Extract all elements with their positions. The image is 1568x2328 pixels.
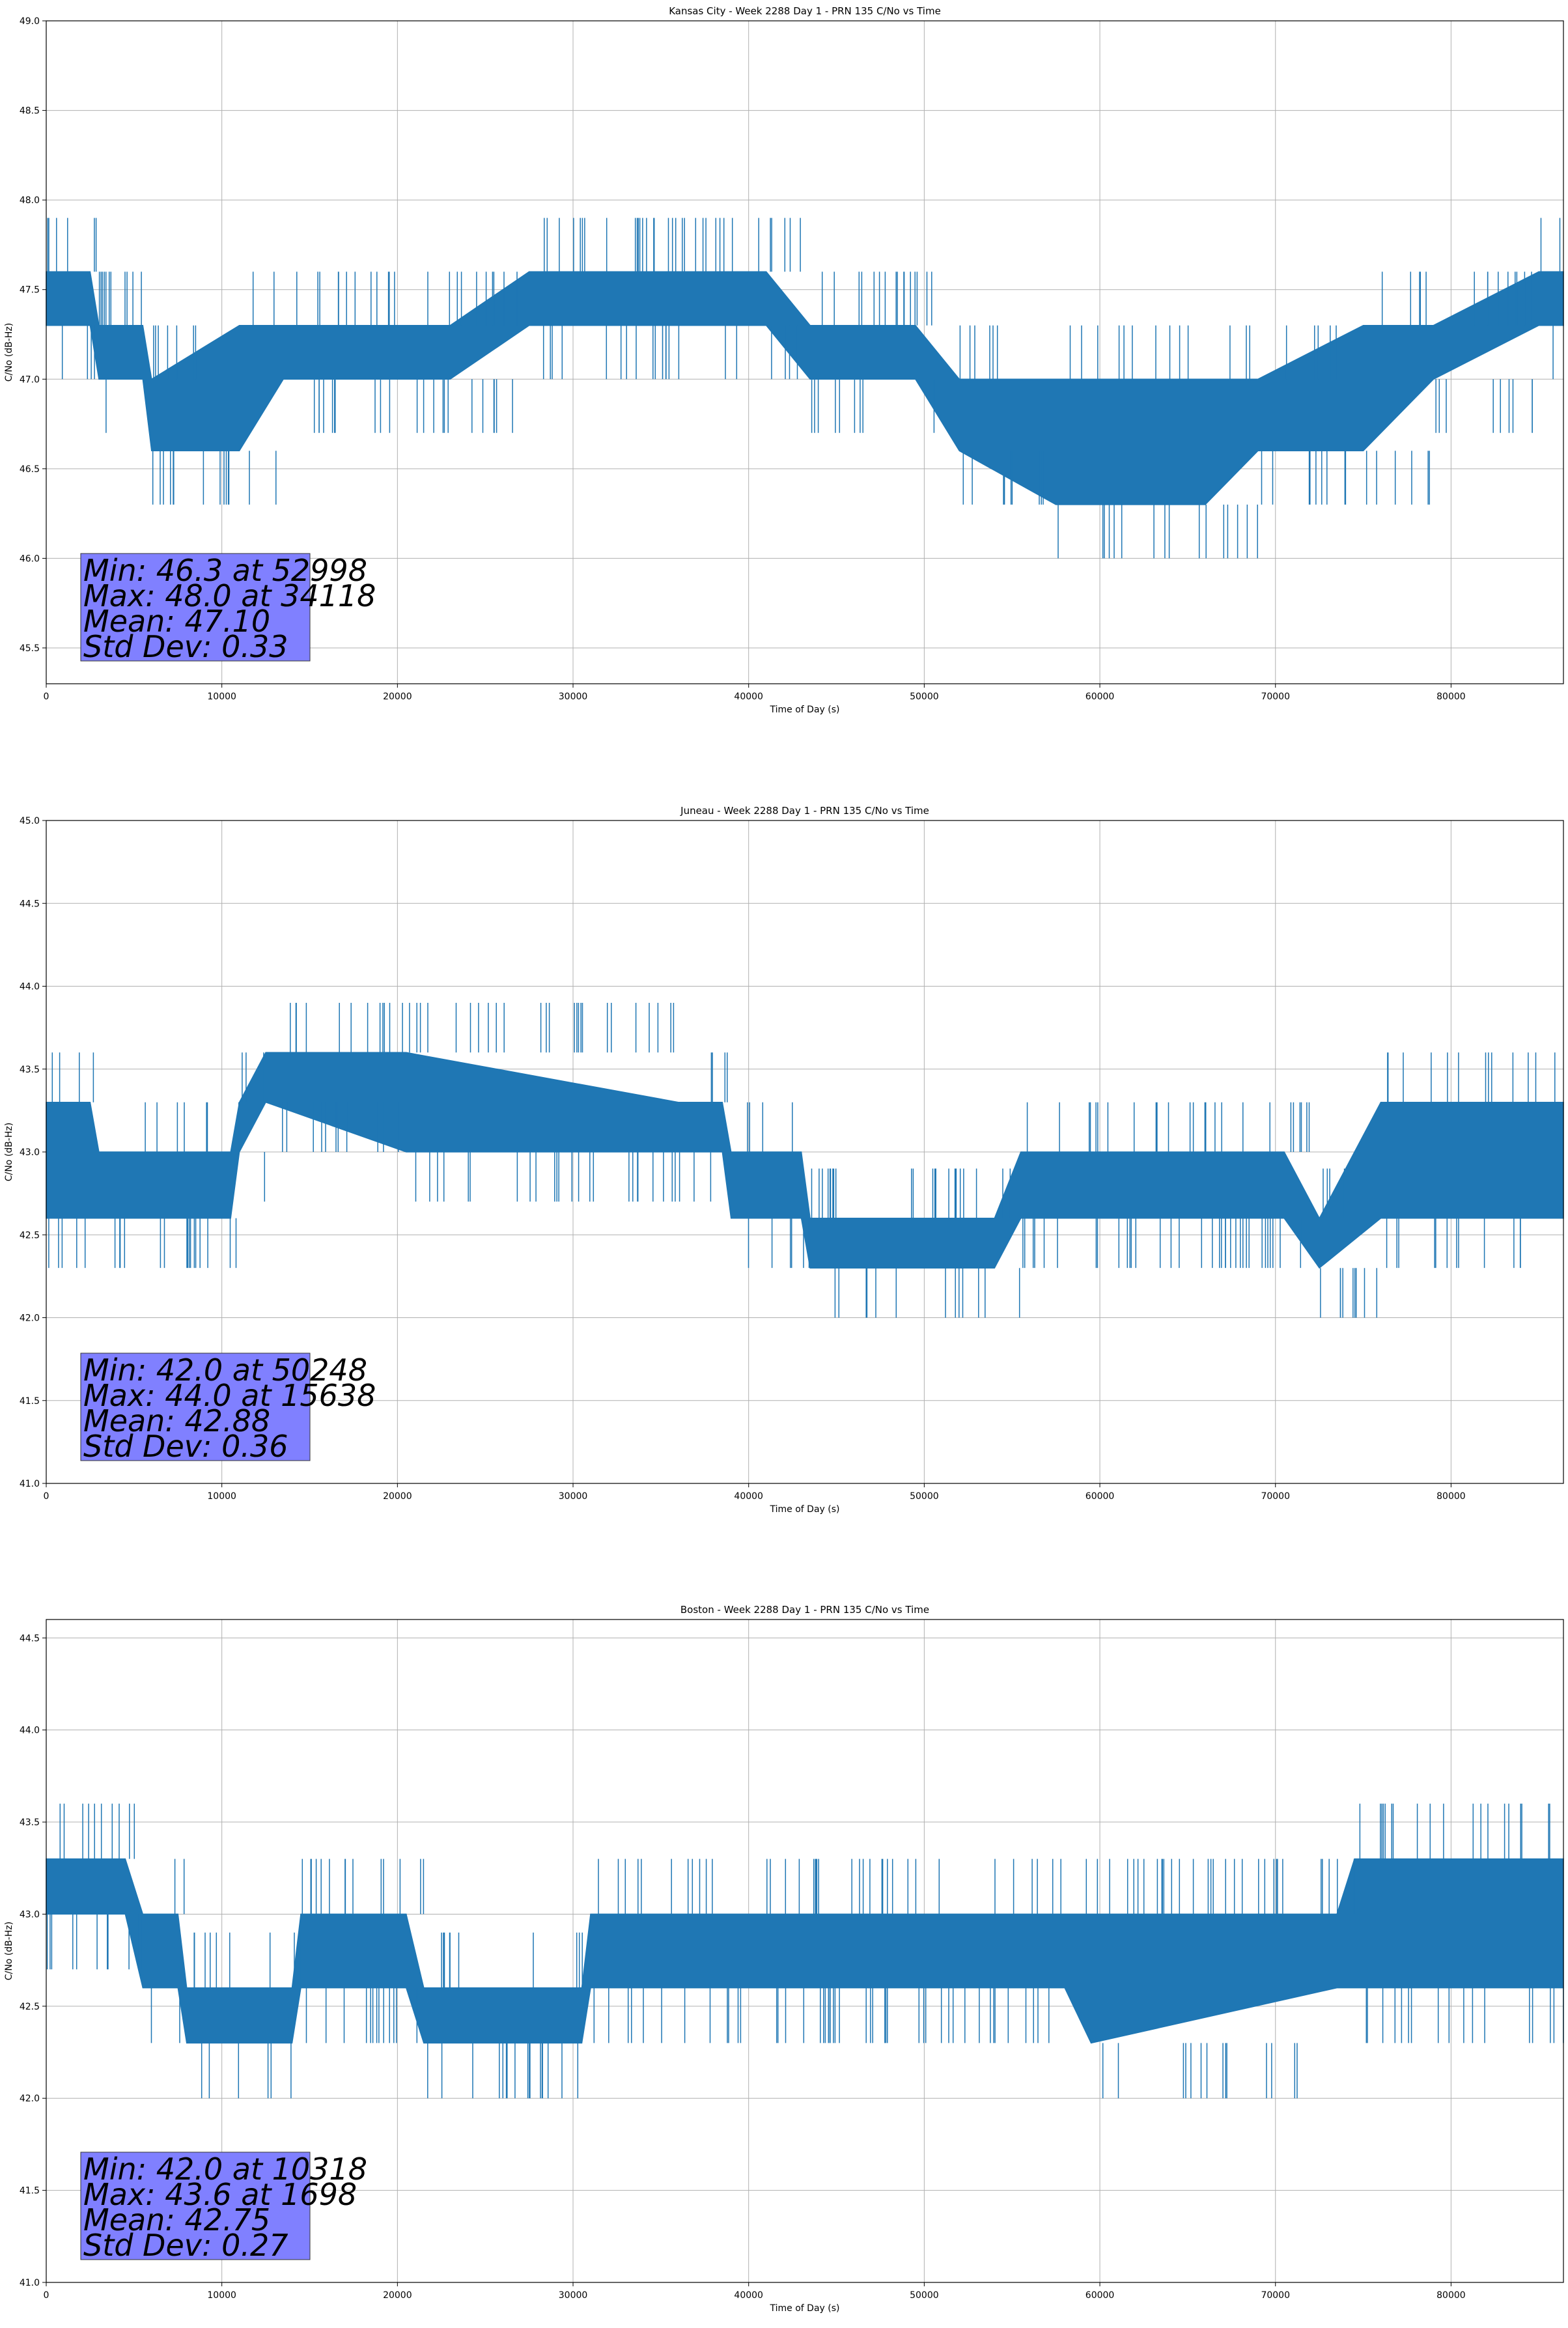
x-tick-label: 70000 [1261,692,1290,702]
y-tick-label: 44.0 [20,982,40,992]
y-tick-label: 42.5 [20,1230,40,1241]
y-tick-label: 41.5 [20,1396,40,1407]
stats-line: Max: 48.0 at 34118 [83,578,376,613]
y-tick-label: 43.0 [20,1147,40,1158]
x-tick-label: 30000 [559,692,588,702]
y-tick-label: 47.5 [20,285,40,296]
y-tick-label: 46.5 [20,464,40,475]
kansas-city-chart: 0 10000 20000 30000 40000 50000 60000 70000 8000… [4,5,1564,715]
y-tick-label: 43.5 [20,1065,40,1075]
y-tick-label: 41.5 [20,2186,40,2196]
x-tick-label: 0 [44,2290,49,2301]
series-spikes [48,1003,1556,1318]
x-tick-label: 10000 [207,692,236,702]
x-tick-label: 50000 [910,1491,939,1502]
plot-frame [46,1619,1564,2283]
x-tick-label: 60000 [1085,692,1115,702]
x-tick-label: 50000 [910,2290,939,2301]
x-tick-label: 70000 [1261,1491,1290,1502]
y-tick-label: 43.5 [20,1817,40,1828]
x-tick-label: 20000 [383,1491,412,1502]
stats-line: Std Dev: 0.27 [83,2228,288,2263]
x-tick-label: 30000 [559,2290,588,2301]
y-tick-label: 42.0 [20,1313,40,1324]
x-tick-label: 60000 [1085,1491,1115,1502]
x-tick-label: 50000 [910,692,939,702]
x-tick-label: 0 [44,692,49,702]
x-tick-label: 80000 [1436,692,1466,702]
x-tick-label: 10000 [207,2290,236,2301]
stats-line: Max: 44.0 at 15638 [83,1378,376,1413]
stats-line: Min: 46.3 at 52998 [83,553,367,588]
x-tick-label: 60000 [1085,2290,1115,2301]
y-tick-label: 45.0 [20,816,40,826]
chart-title: Boston - Week 2288 Day 1 - PRN 135 C/No … [680,1604,929,1616]
y-tick-label: 47.0 [20,374,40,385]
stats-line: Min: 42.0 at 50248 [83,1353,367,1388]
stats-line: Mean: 42.88 [83,1403,270,1438]
y-tick-label: 42.0 [20,2094,40,2104]
plot-frame [46,20,1564,684]
x-tick-label: 10000 [207,1491,236,1502]
stats-box [80,2152,311,2260]
y-tick-label: 46.0 [20,554,40,564]
stats-line: Min: 42.0 at 10318 [83,2152,367,2187]
y-tick-label: 49.0 [20,16,40,27]
y-tick-label: 44.5 [20,1633,40,1644]
y-tick-label: 44.5 [20,899,40,909]
stats-line: Std Dev: 0.36 [83,1429,288,1464]
y-tick-label: 43.0 [20,1909,40,1920]
x-tick-label: 40000 [734,1491,763,1502]
stats-box [80,553,311,662]
y-tick-label: 48.5 [20,106,40,117]
y-axis-label: C/No (dB-Hz) [4,323,14,382]
x-tick-label: 20000 [383,2290,412,2301]
x-axis-label: Time of Day (s) [770,2303,840,2314]
chart-title: Kansas City - Week 2288 Day 1 - PRN 135 … [669,5,941,17]
y-tick-label: 45.5 [20,643,40,654]
x-tick-label: 80000 [1436,2290,1466,2301]
stats-line: Max: 43.6 at 1698 [83,2177,357,2212]
y-tick-label: 48.0 [20,195,40,206]
x-tick-label: 70000 [1261,2290,1290,2301]
stats-box [80,1353,311,1461]
y-tick-label: 41.0 [20,2278,40,2288]
boston-chart: 0 10000 20000 30000 40000 50000 60000 70000 8000… [4,1604,1564,2314]
y-tick-label: 42.5 [20,2002,40,2012]
series-band [46,1858,1564,2044]
chart-title: Juneau - Week 2288 Day 1 - PRN 135 C/No … [680,805,929,817]
x-axis-label: Time of Day (s) [770,1504,840,1515]
y-tick-label: 44.0 [20,1726,40,1736]
x-tick-label: 40000 [734,692,763,702]
series-spikes [47,217,1561,559]
juneau-chart: 0 10000 20000 30000 40000 50000 60000 70000 8000… [4,805,1564,1515]
x-tick-label: 80000 [1436,1491,1466,1502]
series-band [46,1052,1564,1269]
x-tick-label: 20000 [383,692,412,702]
stats-line: Mean: 47.10 [83,604,270,639]
x-axis-label: Time of Day (s) [770,705,840,715]
x-tick-label: 40000 [734,2290,763,2301]
y-tick-label: 41.0 [20,1479,40,1489]
stats-line: Std Dev: 0.33 [83,629,288,664]
x-tick-label: 0 [44,1491,49,1502]
x-tick-label: 30000 [559,1491,588,1502]
y-axis-label: C/No (dB-Hz) [4,1123,14,1181]
stats-line: Mean: 42.75 [83,2202,270,2237]
y-axis-label: C/No (dB-Hz) [4,1922,14,1980]
